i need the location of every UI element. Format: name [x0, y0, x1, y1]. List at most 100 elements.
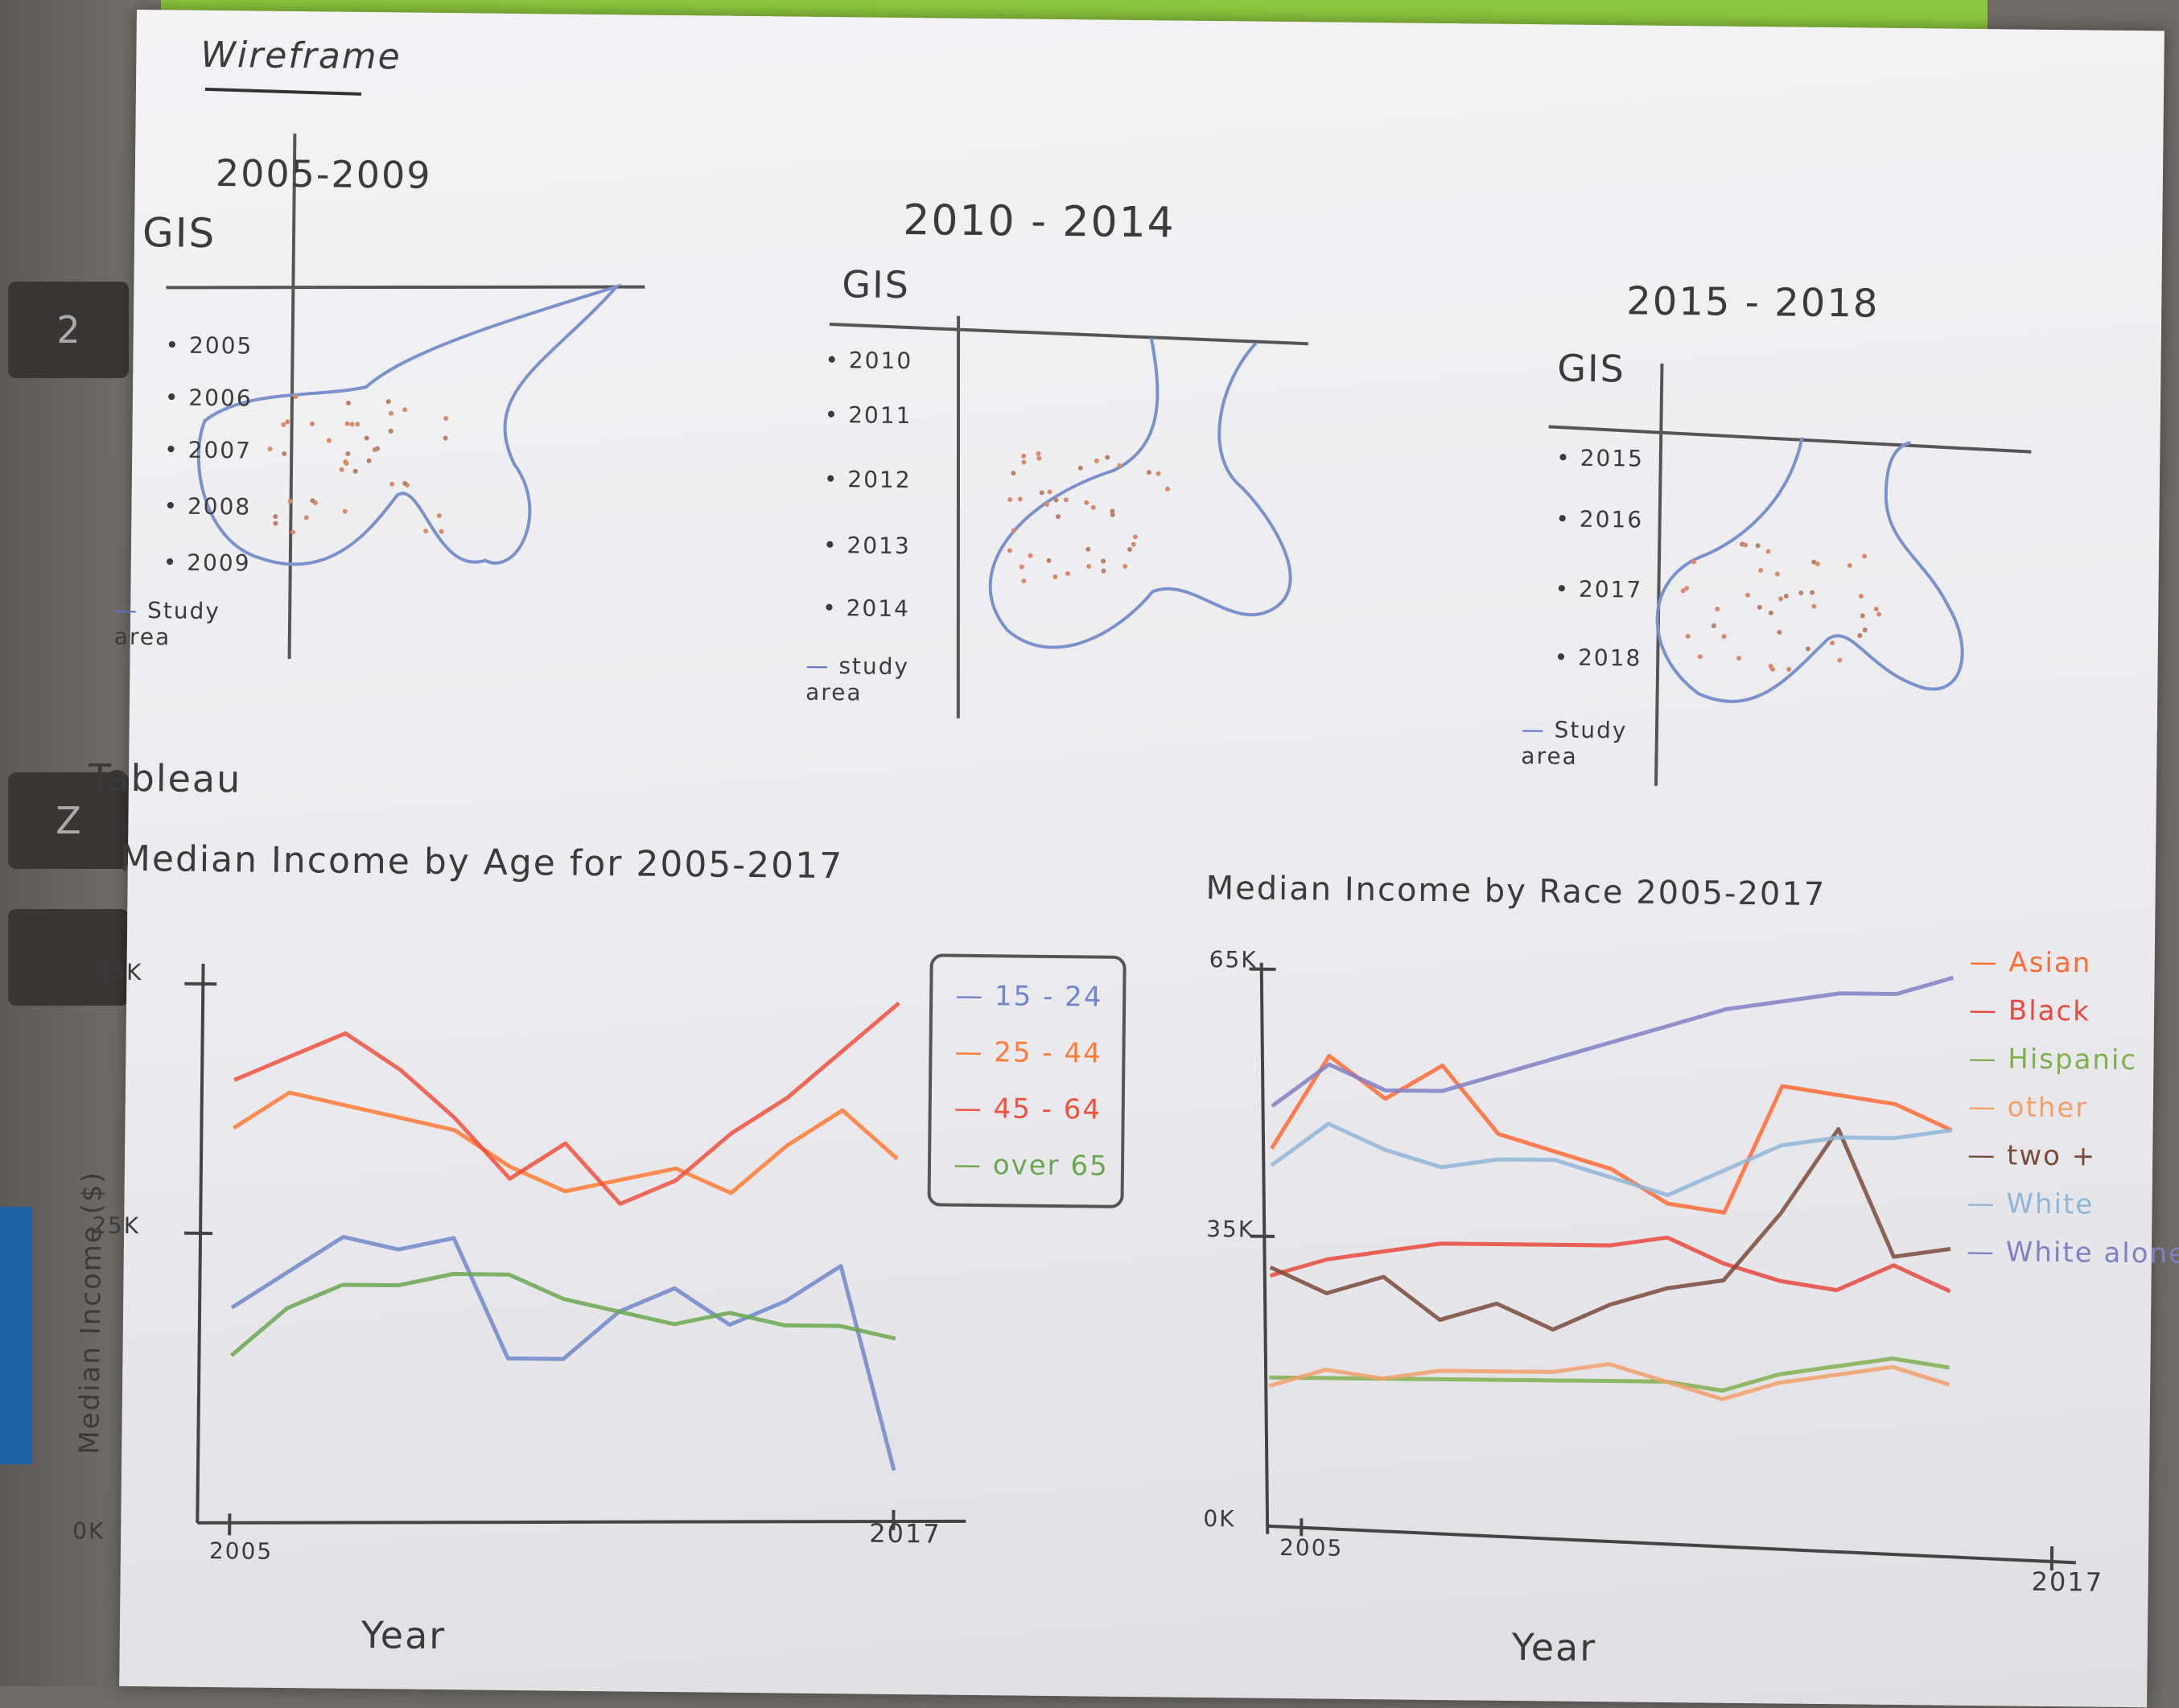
- map3-point: [1736, 656, 1741, 661]
- map2-point: [1046, 558, 1051, 563]
- map2-point: [1122, 564, 1127, 569]
- map3-point: [1721, 634, 1726, 639]
- map3-legend-label: 2015: [1580, 445, 1645, 472]
- map1-legend-label: 2009: [187, 549, 251, 577]
- map1-point: [389, 411, 393, 416]
- map2-point: [1040, 490, 1044, 495]
- map3-point: [1830, 640, 1835, 645]
- chart2-legend-label: Asian: [2008, 946, 2091, 979]
- map1-point: [443, 416, 448, 421]
- chart2-ytick-65k: 65K: [1209, 946, 1258, 973]
- map3-point: [1786, 667, 1791, 672]
- chart1-legend-45-64: — 45 - 64: [954, 1093, 1102, 1126]
- map1-point: [268, 447, 273, 451]
- map2-y-axis: [954, 316, 962, 718]
- map1-legend-2007: • 2007: [164, 436, 252, 463]
- map2-point: [1018, 496, 1023, 501]
- map2-point: [1091, 505, 1096, 510]
- map2-point: [1102, 569, 1106, 574]
- map1-point: [346, 401, 351, 405]
- map1-legend-label: 2006: [188, 385, 253, 412]
- chart1-y-axis: [197, 964, 203, 1523]
- map2-point: [1064, 497, 1069, 502]
- map3-point: [1847, 563, 1852, 568]
- map2-legend-2014: • 2014: [822, 595, 910, 622]
- map3-point: [1766, 549, 1771, 554]
- map3-legend-label: 2016: [1580, 506, 1644, 533]
- map2-legend-study-area: — study area: [805, 652, 919, 706]
- map3-point: [1837, 658, 1842, 663]
- map1-point: [345, 422, 350, 426]
- map3-point: [1857, 633, 1862, 638]
- chart2-legend-white: — White: [1967, 1187, 2094, 1221]
- chart2-x-axis: [1267, 1526, 2076, 1563]
- map2-legend-2011: • 2011: [825, 401, 912, 429]
- chart1-x-axis: [197, 1513, 966, 1531]
- map2-point: [1131, 542, 1136, 547]
- map1-top-rule: [166, 282, 645, 292]
- chart2-ytick-0k: 0K: [1203, 1505, 1236, 1532]
- chart1-y-axis-label: Median Income ($): [73, 1151, 109, 1473]
- map2-legend-label: 2010: [849, 347, 913, 374]
- map2-legend-label: 2013: [846, 532, 911, 559]
- map3-point: [1863, 628, 1868, 632]
- chart2-series-line-two-: [1270, 1123, 1952, 1334]
- chart1-series-line-over-65: [231, 1272, 896, 1363]
- map1-point: [402, 407, 407, 412]
- map3-point: [1758, 568, 1763, 573]
- map1-legend-label: 2005: [189, 332, 253, 360]
- map2-point: [1021, 578, 1026, 583]
- map3-point: [1810, 590, 1814, 595]
- chart2-legend-asian: — Asian: [1970, 946, 2092, 980]
- map-point-clusters: [266, 394, 1884, 673]
- map2-tool-label: GIS: [842, 262, 910, 307]
- map3-y-axis: [1656, 364, 1662, 786]
- map1-point: [437, 513, 442, 518]
- chart1-legend-15-24: — 15 - 24: [955, 980, 1103, 1014]
- map2-point: [1007, 548, 1012, 553]
- map3-legend-2017: • 2017: [1555, 575, 1642, 603]
- chart1-x-axis-label: Year: [361, 1613, 447, 1657]
- map1-point: [439, 529, 444, 534]
- map1-point: [310, 422, 315, 426]
- map1-period: 2005-2009: [216, 151, 432, 197]
- map1-point: [343, 509, 348, 514]
- map1-legend-study-area: — Study area: [114, 597, 228, 651]
- map3-point: [1686, 634, 1691, 639]
- chart1-series-line-15-24: [230, 1236, 896, 1471]
- map2-point: [1036, 451, 1040, 456]
- map3-point: [1784, 594, 1789, 599]
- map3-legend-label: 2017: [1579, 576, 1643, 603]
- chart2-series-lines: [1269, 970, 1953, 1401]
- chart2-legend-label: White: [2006, 1187, 2094, 1220]
- map2-study-area: [990, 336, 1293, 650]
- map1-point: [423, 529, 428, 533]
- map1-point: [327, 438, 332, 442]
- chart2-legend-hispanic: — Hispanic: [1968, 1043, 2137, 1076]
- chart2-legend-label: two +: [2007, 1139, 2097, 1172]
- map3-legend-study-area: — Study area: [1521, 716, 1642, 771]
- map2-point: [1052, 574, 1057, 579]
- title-underline: [205, 89, 361, 94]
- map3-point: [1715, 607, 1720, 611]
- map2-point: [1133, 534, 1138, 539]
- chart1-ytick-45k: 45K: [94, 959, 142, 986]
- map2-point: [1047, 489, 1052, 494]
- map3-point: [1745, 593, 1750, 598]
- map3-point: [1862, 554, 1867, 558]
- map3-point: [1876, 611, 1881, 616]
- map2-point: [1036, 456, 1041, 461]
- chart2-legend-label: Black: [2008, 994, 2090, 1027]
- map1-point: [285, 419, 290, 424]
- map2-period: 2010 - 2014: [903, 196, 1176, 248]
- map1-point: [340, 467, 344, 472]
- chart2-series-line-white: [1271, 1123, 1952, 1198]
- map2-point: [1019, 565, 1024, 570]
- chart2-legend-two-plus: — two +: [1967, 1139, 2096, 1173]
- map1-point: [443, 436, 448, 441]
- map1-legend-2006: • 2006: [165, 384, 253, 411]
- map3-point: [1756, 543, 1761, 548]
- map2-point: [1101, 558, 1106, 563]
- chart2-ytick-35k: 35K: [1206, 1216, 1254, 1243]
- map3-legend-label: 2018: [1578, 644, 1642, 672]
